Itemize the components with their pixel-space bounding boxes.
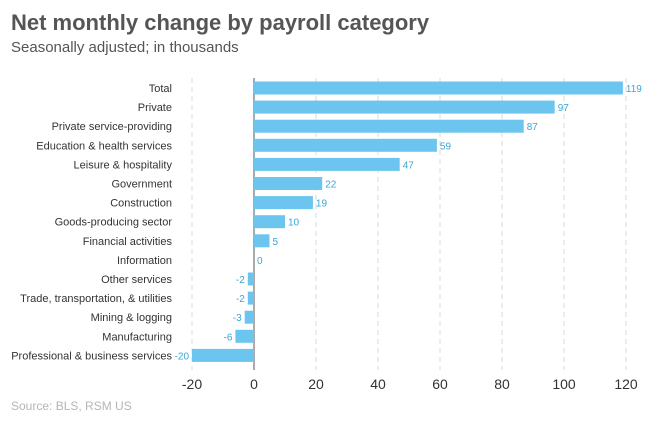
- x-tick-label: 20: [308, 376, 324, 392]
- category-label: Government: [111, 179, 172, 191]
- x-axis-ticks: -20 0 20 40 60 80 100 120: [182, 376, 638, 392]
- bar: [254, 138, 437, 152]
- category-label: Professional & business services: [11, 350, 172, 362]
- value-label: -6: [223, 332, 232, 343]
- bar: [247, 291, 254, 305]
- value-label: -3: [233, 313, 242, 324]
- value-label: 87: [527, 122, 539, 133]
- bar: [254, 81, 623, 95]
- bar-layer: [192, 81, 623, 362]
- x-tick-label: 80: [494, 376, 510, 392]
- value-label: -20: [175, 351, 190, 362]
- bar: [247, 272, 254, 286]
- x-tick-label: 40: [370, 376, 386, 392]
- category-label: Manufacturing: [102, 331, 172, 343]
- category-label: Mining & logging: [91, 312, 172, 324]
- bar: [244, 310, 254, 324]
- category-label: Total: [149, 83, 172, 95]
- bar: [254, 100, 555, 114]
- value-label: 10: [288, 218, 300, 229]
- x-tick-label: 100: [552, 376, 576, 392]
- x-tick-label: -20: [182, 376, 202, 392]
- x-tick-label: 0: [250, 376, 258, 392]
- bar: [254, 119, 524, 133]
- category-label: Private service-providing: [52, 121, 172, 133]
- bar: [254, 157, 400, 171]
- bar: [254, 234, 270, 248]
- category-label: Information: [117, 255, 172, 267]
- source-note: Source: BLS, RSM US: [11, 399, 132, 413]
- x-tick-label: 120: [614, 376, 638, 392]
- category-label: Education & health services: [36, 140, 172, 152]
- value-label: 59: [440, 141, 452, 152]
- value-labels: 119 97 87 59 47 22 19 10 50 -2 -2 -3-6 -20: [175, 84, 643, 362]
- chart-subtitle: Seasonally adjusted; in thousands: [11, 39, 239, 56]
- value-label: 19: [316, 199, 328, 210]
- category-labels: Total Private Private service-providing Edu…: [11, 83, 172, 362]
- value-label: 22: [325, 180, 337, 191]
- bar: [254, 196, 313, 210]
- bar: [235, 329, 254, 343]
- category-label: Goods-producing sector: [55, 217, 173, 229]
- bar: [254, 215, 285, 229]
- bar: [254, 177, 323, 190]
- value-label: 97: [558, 103, 570, 114]
- value-label: 5: [273, 237, 279, 248]
- bar: [192, 348, 254, 362]
- value-label: 0: [257, 256, 263, 267]
- category-label: Financial activities: [83, 236, 173, 248]
- value-label: 119: [626, 84, 642, 95]
- x-tick-label: 60: [432, 376, 448, 392]
- category-label: Other services: [101, 274, 172, 286]
- category-label: Construction: [110, 198, 172, 210]
- value-label: 47: [403, 160, 415, 171]
- category-label: Private: [138, 102, 172, 114]
- category-label: Trade, transportation, & utilities: [20, 293, 172, 305]
- value-label: -2: [236, 275, 245, 286]
- value-label: -2: [236, 294, 245, 305]
- chart-title: Net monthly change by payroll category: [11, 10, 430, 35]
- category-label: Leisure & hospitality: [74, 159, 173, 171]
